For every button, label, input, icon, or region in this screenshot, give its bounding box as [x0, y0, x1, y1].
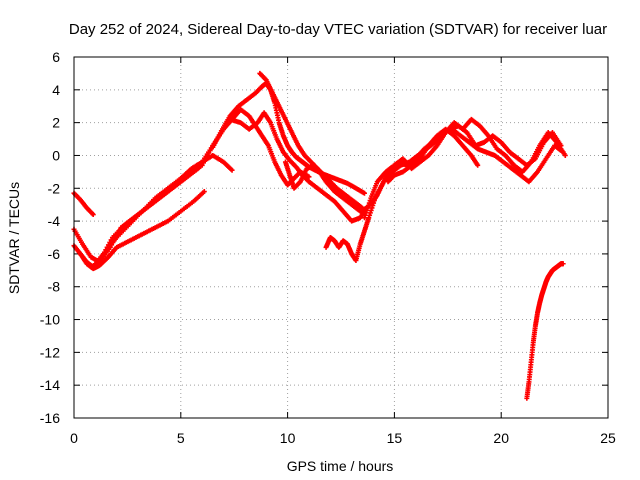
- data-point: [89, 211, 95, 217]
- y-tick-label: -12: [40, 344, 60, 360]
- series-arc10: [361, 116, 568, 221]
- y-tick-label: 0: [52, 147, 60, 163]
- x-axis-label: GPS time / hours: [287, 458, 394, 474]
- y-tick-label: -6: [48, 246, 61, 262]
- series-arc11: [385, 126, 481, 185]
- chart-title: Day 252 of 2024, Sidereal Day-to-day VTE…: [69, 21, 607, 38]
- y-tick-label: -4: [48, 213, 61, 229]
- x-tick-label: 5: [177, 430, 185, 446]
- data-point: [201, 189, 207, 195]
- x-tick-labels: 0 5 10 15 20 25: [70, 430, 616, 446]
- series-arc5: [92, 152, 235, 267]
- data-point: [361, 190, 367, 196]
- y-tick-label: 6: [52, 49, 60, 65]
- series-arc9: [323, 126, 566, 263]
- series-arc7: [257, 70, 365, 211]
- y-tick-label: -16: [40, 410, 60, 426]
- x-tick-label: 15: [387, 430, 403, 446]
- y-tick-label: 4: [52, 82, 60, 98]
- data-point: [560, 261, 566, 267]
- y-tick-label: -10: [40, 312, 60, 328]
- y-tick-labels: -16 -14 -12 -10 -8 -6 -4 -2 0 2 4 6: [40, 49, 60, 426]
- y-tick-label: -14: [40, 377, 60, 393]
- series-arc4: [77, 189, 207, 272]
- x-tick-label: 25: [600, 430, 616, 446]
- data-point: [475, 162, 481, 168]
- data-points: [71, 70, 568, 401]
- y-tick-label: 2: [52, 115, 60, 131]
- axis-ticks: [73, 56, 609, 419]
- grid-lines: [74, 57, 608, 418]
- series-arc1: [71, 190, 96, 218]
- y-tick-label: -2: [48, 180, 61, 196]
- data-point: [306, 174, 312, 180]
- data-point: [562, 152, 568, 158]
- series-arc12: [524, 261, 566, 401]
- x-tick-label: 20: [493, 430, 509, 446]
- data-point: [229, 167, 235, 173]
- data-point: [90, 212, 96, 218]
- x-tick-label: 10: [280, 430, 296, 446]
- plot-frame: [73, 56, 609, 419]
- y-axis-label: SDTVAR / TECUs: [6, 182, 22, 294]
- x-tick-label: 0: [70, 430, 78, 446]
- y-tick-label: -8: [48, 279, 61, 295]
